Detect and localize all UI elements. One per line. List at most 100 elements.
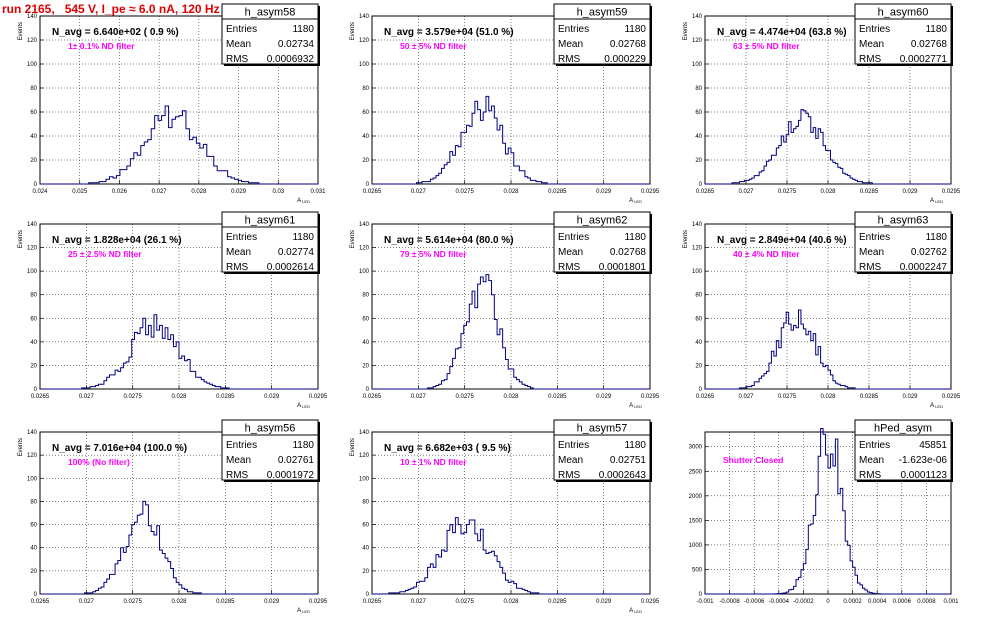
stats-label: RMS — [558, 262, 581, 273]
x-tick-label: 0.028 — [503, 189, 519, 195]
y-tick-label: 500 — [692, 567, 703, 573]
stats-box — [553, 3, 651, 65]
stats-box — [553, 211, 651, 273]
y-tick-label: 120 — [359, 38, 370, 44]
x-axis-label: A LED — [629, 403, 642, 409]
stats-label: Entries — [558, 232, 589, 243]
run-title: run 2165, 545 V, I_pe ≈ 6.0 nA, 120 Hz — [2, 2, 220, 16]
y-tick-label: 3000 — [689, 445, 703, 451]
stats-title: h_asym57 — [577, 423, 628, 435]
y-tick-label: 120 — [359, 246, 370, 252]
stats-box — [854, 3, 952, 65]
y-axis-label: Events — [683, 22, 689, 40]
y-tick-label: 0 — [366, 182, 370, 188]
x-tick-label: 0.026 — [112, 189, 128, 195]
x-tick-label: -0.0006 — [744, 599, 765, 605]
y-tick-label: 140 — [359, 222, 370, 228]
stats-value: 0.02768 — [610, 247, 647, 258]
x-tick-label: 0.029 — [596, 189, 612, 195]
y-tick-label: 100 — [692, 62, 703, 68]
stats-box — [854, 419, 952, 481]
x-tick-label: 0.0275 — [455, 599, 474, 605]
filter-annotation: 10 ± 1% ND filter — [400, 457, 467, 467]
stats-label: Entries — [226, 232, 257, 243]
navg-label: N_avg = 1.828e+04 (26.1 %) — [52, 235, 182, 246]
y-tick-label: 120 — [27, 453, 38, 459]
stats-shadow — [857, 64, 953, 66]
stats-value: 0.0002247 — [900, 262, 948, 273]
stats-label: RMS — [558, 54, 581, 65]
y-tick-label: 0 — [366, 387, 370, 393]
y-tick-label: 120 — [359, 453, 370, 459]
x-tick-label: 0.0008 — [917, 599, 936, 605]
stats-label: Entries — [859, 440, 890, 451]
navg-label: N_avg = 7.016e+04 (100.0 %) — [52, 443, 187, 454]
y-axis-label: Events — [18, 230, 24, 248]
stats-shadow — [318, 6, 320, 66]
histogram-line — [705, 428, 951, 595]
histogram-panel-h_asym56: 0.0265 0.027 0.0275 0.028 0.0285 0.029 0.0295 0… — [18, 419, 328, 614]
y-tick-label: 80 — [362, 293, 369, 299]
y-tick-label: 40 — [695, 340, 702, 346]
stats-title: h_asym59 — [577, 7, 628, 19]
y-axis-label: Events — [350, 22, 356, 40]
x-tick-label: 0.028 — [820, 394, 836, 400]
x-tick-label: 0.0275 — [123, 394, 142, 400]
y-tick-label: 0 — [699, 592, 703, 598]
stats-label: RMS — [226, 262, 249, 273]
stats-title: hPed_asym — [874, 423, 932, 435]
navg-label: N_avg = 6.682e+03 ( 9.5 %) — [384, 443, 511, 454]
y-tick-label: 80 — [362, 499, 369, 505]
x-axis-label: A LED — [297, 198, 310, 204]
stats-title: h_asym56 — [245, 423, 296, 435]
stats-value: 0.02734 — [278, 39, 315, 50]
x-tick-label: 0.027 — [738, 394, 754, 400]
x-tick-label: 0.0275 — [778, 394, 797, 400]
x-tick-label: 0.027 — [152, 189, 168, 195]
stats-shadow — [857, 272, 953, 274]
y-tick-label: 40 — [362, 340, 369, 346]
stats-value: 1180 — [925, 232, 947, 243]
y-tick-label: 140 — [27, 222, 38, 228]
stats-value: 0.02762 — [911, 247, 948, 258]
stats-shadow — [650, 214, 652, 274]
stats-value: 1180 — [624, 232, 646, 243]
stats-label: Entries — [558, 440, 589, 451]
y-tick-label: 20 — [30, 363, 37, 369]
stats-value: 0.000229 — [604, 54, 646, 65]
x-tick-label: 0.0265 — [31, 394, 50, 400]
stats-shadow — [318, 214, 320, 274]
histogram-line — [40, 105, 318, 185]
x-axis-label: A LED — [629, 198, 642, 204]
y-tick-label: 40 — [30, 134, 37, 140]
histogram-panel-h_asym58: 0.024 0.025 0.026 0.027 0.028 0.029 0.03 0.031 0… — [18, 3, 326, 204]
x-tick-label: 0.0265 — [363, 599, 382, 605]
y-tick-label: 120 — [27, 38, 38, 44]
x-tick-label: 0.0285 — [216, 599, 235, 605]
y-tick-label: 140 — [359, 430, 370, 436]
y-tick-label: 60 — [362, 523, 369, 529]
histogram-line — [40, 314, 318, 390]
y-tick-label: 0 — [34, 182, 38, 188]
y-tick-label: 60 — [362, 316, 369, 322]
y-tick-label: 140 — [692, 14, 703, 20]
stats-value: 0.0006932 — [267, 54, 315, 65]
x-tick-label: 0.0295 — [309, 394, 328, 400]
stats-value: 45851 — [919, 440, 947, 451]
stats-value: 0.0002643 — [599, 470, 647, 481]
stats-shadow — [556, 480, 652, 482]
stats-label: Mean — [859, 247, 884, 258]
stats-label: Entries — [226, 24, 257, 35]
stats-value: 0.02774 — [278, 247, 315, 258]
x-tick-label: 0.027 — [79, 394, 95, 400]
y-axis-label: Events — [350, 230, 356, 248]
stats-shadow — [951, 214, 953, 274]
y-tick-label: 140 — [692, 222, 703, 228]
stats-value: 1180 — [624, 440, 646, 451]
stats-label: RMS — [226, 54, 249, 65]
stats-title: h_asym60 — [878, 7, 929, 19]
x-tick-label: 0.0285 — [548, 394, 567, 400]
y-tick-label: 1500 — [689, 518, 703, 524]
y-tick-label: 80 — [30, 86, 37, 92]
filter-annotation: 100% (No filter) — [68, 457, 130, 467]
